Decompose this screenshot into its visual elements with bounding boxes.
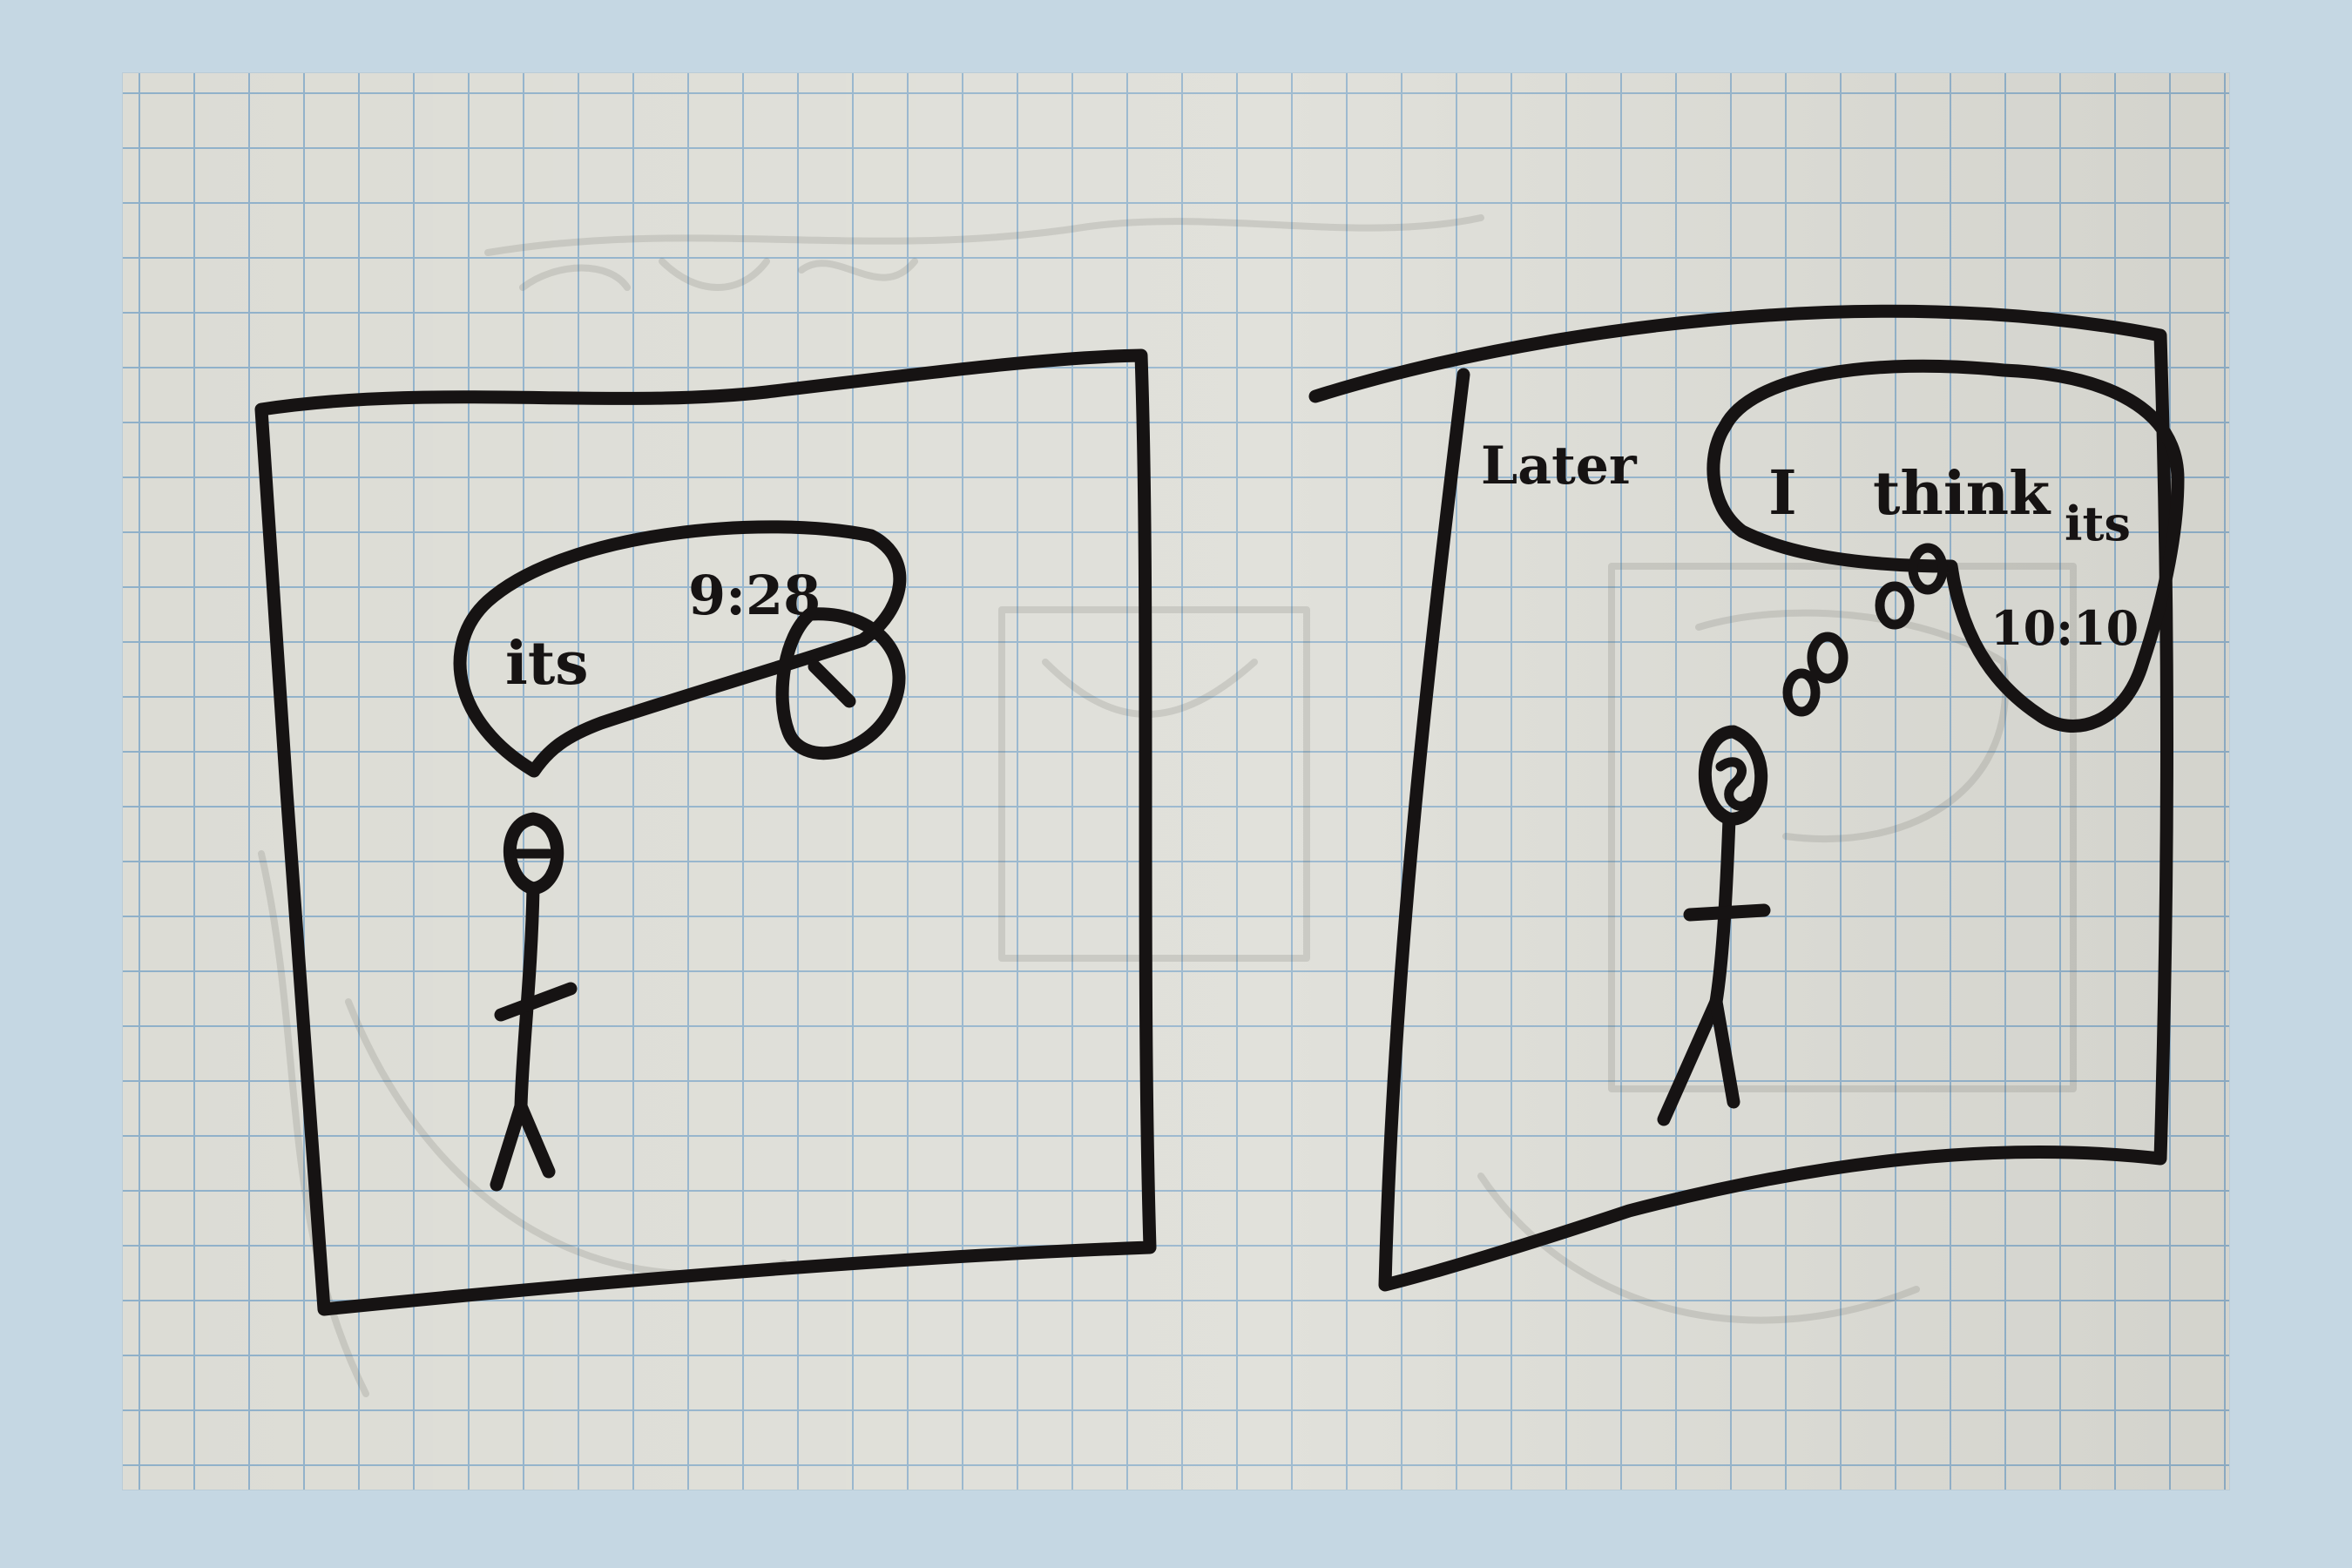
- clock-icon: [775, 607, 906, 760]
- panel-1-speech-bubble: [453, 520, 907, 778]
- panel-2-thought-word-think: think: [1873, 459, 2051, 529]
- panel-1: its 9:28: [254, 348, 1157, 1316]
- panel-2-thought-time: 10:10: [1990, 600, 2139, 656]
- panel-2-thought-word-its: its: [2065, 496, 2131, 551]
- stick-figure-2: [1657, 725, 1771, 1126]
- panel-2-thought-word-i: I: [1768, 456, 1797, 529]
- panel-1-speech-word-its: its: [505, 629, 589, 699]
- thought-bubble-dots: [1782, 543, 1948, 717]
- panel-2: Later I think its 10:10: [1308, 304, 2185, 1292]
- panel-1-border: [254, 348, 1157, 1316]
- panel-2-border: [1308, 304, 2173, 1292]
- panel-2-thought-bubble: [1707, 359, 2185, 733]
- panel-2-caption-later: Later: [1481, 436, 1638, 497]
- stick-figure-1: [490, 812, 578, 1192]
